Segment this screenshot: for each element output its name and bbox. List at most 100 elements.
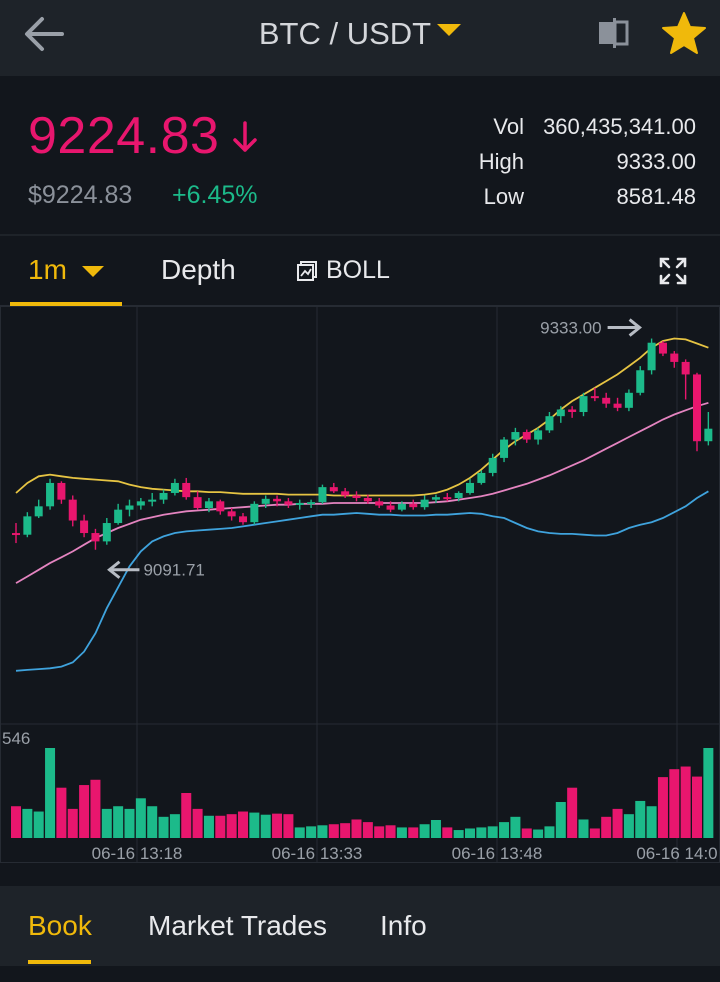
x-tick-label: 06-16 13:33 [272,844,363,863]
volume-bar [646,806,657,838]
layout-toggle-button[interactable] [596,16,632,50]
pair-selector[interactable]: BTC / USDT [0,14,720,54]
candle-body [613,403,622,408]
candle-body [363,497,372,502]
volume-bar [589,828,600,838]
candle-body [80,520,89,534]
candle-body [204,501,213,508]
candle-body [579,396,588,412]
volume-bar [555,802,566,838]
volume-bar [351,819,362,838]
candle-body [102,523,111,542]
x-tick-label: 06-16 13:48 [452,844,543,863]
candle-body [693,374,701,442]
volume-bar [430,820,441,838]
candle-body [318,487,327,503]
volume-bar [45,748,56,838]
interval-label: 1m [28,254,67,285]
volume-bar [113,806,124,838]
candle-body [431,497,440,500]
volume-bar [601,816,612,838]
candle-body [68,499,77,521]
volume-bar [33,811,44,838]
volume-bar [249,812,260,838]
candle-body [227,511,236,517]
high-value: 9333.00 [616,149,696,174]
kline-chart[interactable]: 9333.00 9091.71 546 06-16 13:18 06-16 13:33 0… [0,306,720,866]
tab-info[interactable]: Info [380,910,427,941]
chevron-down-icon [437,23,462,36]
candle-body [159,492,168,500]
volume-bar [101,808,112,838]
fullscreen-icon [659,257,687,285]
volume-bar [294,827,305,838]
x-tick-label: 06-16 13:18 [92,844,183,863]
candle-body [488,457,497,473]
min-price-label: 9091.71 [143,561,204,580]
volume-bar [657,777,668,838]
candle-body [443,497,452,500]
volume-bar [692,776,702,838]
candle-body [375,501,384,506]
volume-bar [260,814,271,838]
volume-bar [192,808,203,838]
indicator-icon [297,261,317,281]
candle-body [182,482,191,498]
arrow-left-icon [107,560,121,579]
volume-bar [181,793,192,838]
boll-middle-line [15,401,709,584]
interval-selector[interactable]: 1m [10,236,122,306]
section-gap [0,866,720,886]
volume-bar [567,787,578,838]
candle-body [216,501,225,512]
volume-bar [533,829,544,838]
tab-depth[interactable]: Depth [161,254,236,285]
candle-body [91,533,100,542]
candle-body [170,482,179,493]
candle-body [386,505,395,510]
volume-bar [79,785,90,838]
volume-bar [396,827,407,838]
candle-body [329,487,338,492]
volume-bar [90,779,101,838]
candle-body [23,516,32,535]
volume-bar [453,830,464,838]
volume-bar [499,822,510,838]
volume-bar [465,828,475,838]
tab-book[interactable]: Book [28,910,92,941]
candle-body [568,409,577,412]
vol-label: Vol [493,114,524,139]
active-tab-underline [10,302,122,306]
candle-body [534,430,543,440]
candle-body [556,409,565,417]
volume-bar [22,808,33,838]
fullscreen-button[interactable] [658,256,688,286]
last-price: 9224.83 [28,107,220,165]
volume-bar [521,828,532,838]
candle-body [295,502,304,505]
candle-body [284,501,293,505]
boll-lower-line [15,490,709,672]
candle-body [624,392,633,408]
candle-body [545,416,554,431]
candle-body [602,397,611,404]
volume-bar [203,815,214,838]
candle-body [636,370,645,393]
volume-bar [442,827,453,838]
back-arrow-icon [25,17,64,51]
volume-bar [11,806,21,838]
volume-bar [340,823,351,838]
top-bar: BTC / USDT [0,0,720,76]
candle-body [114,509,123,524]
volume-bar [362,822,373,838]
candle-body [522,432,531,440]
candle-body [477,472,486,483]
back-button[interactable] [22,14,66,54]
favorite-button[interactable] [660,10,708,56]
volume-bar [158,816,169,838]
volume-bar [612,808,623,838]
candle-body [466,482,474,493]
volume-bar [147,806,158,838]
tab-market-trades[interactable]: Market Trades [148,910,327,941]
candle-body [500,439,509,458]
